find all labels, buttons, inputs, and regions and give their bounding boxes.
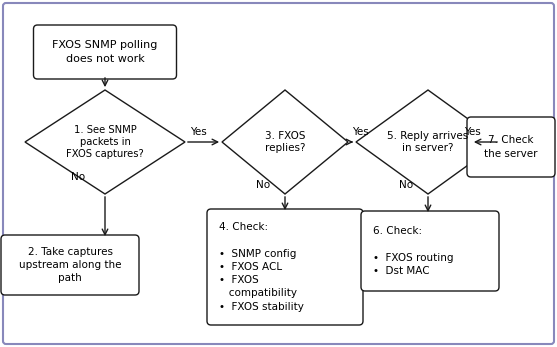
FancyBboxPatch shape	[3, 3, 554, 344]
Text: No: No	[71, 172, 85, 182]
FancyBboxPatch shape	[33, 25, 177, 79]
Text: 7. Check
the server: 7. Check the server	[484, 135, 538, 159]
FancyBboxPatch shape	[1, 235, 139, 295]
Polygon shape	[356, 90, 500, 194]
Text: Yes: Yes	[351, 127, 368, 137]
FancyBboxPatch shape	[207, 209, 363, 325]
Text: 3. FXOS
replies?: 3. FXOS replies?	[265, 131, 305, 153]
FancyBboxPatch shape	[467, 117, 555, 177]
Text: 6. Check:

•  FXOS routing
•  Dst MAC: 6. Check: • FXOS routing • Dst MAC	[373, 226, 453, 276]
Text: 2. Take captures
upstream along the
path: 2. Take captures upstream along the path	[19, 247, 121, 283]
Polygon shape	[25, 90, 185, 194]
Text: Yes: Yes	[189, 127, 207, 137]
Text: No: No	[256, 180, 270, 190]
Text: 4. Check:

•  SNMP config
•  FXOS ACL
•  FXOS
   compatibility
•  FXOS stability: 4. Check: • SNMP config • FXOS ACL • FXO…	[219, 222, 304, 312]
Text: 5. Reply arrives
in server?: 5. Reply arrives in server?	[387, 131, 468, 153]
Text: No: No	[399, 180, 413, 190]
FancyBboxPatch shape	[361, 211, 499, 291]
Polygon shape	[222, 90, 348, 194]
Text: 1. See SNMP
packets in
FXOS captures?: 1. See SNMP packets in FXOS captures?	[66, 125, 144, 159]
Text: Yes: Yes	[463, 127, 480, 137]
Text: FXOS SNMP polling
does not work: FXOS SNMP polling does not work	[52, 40, 158, 64]
